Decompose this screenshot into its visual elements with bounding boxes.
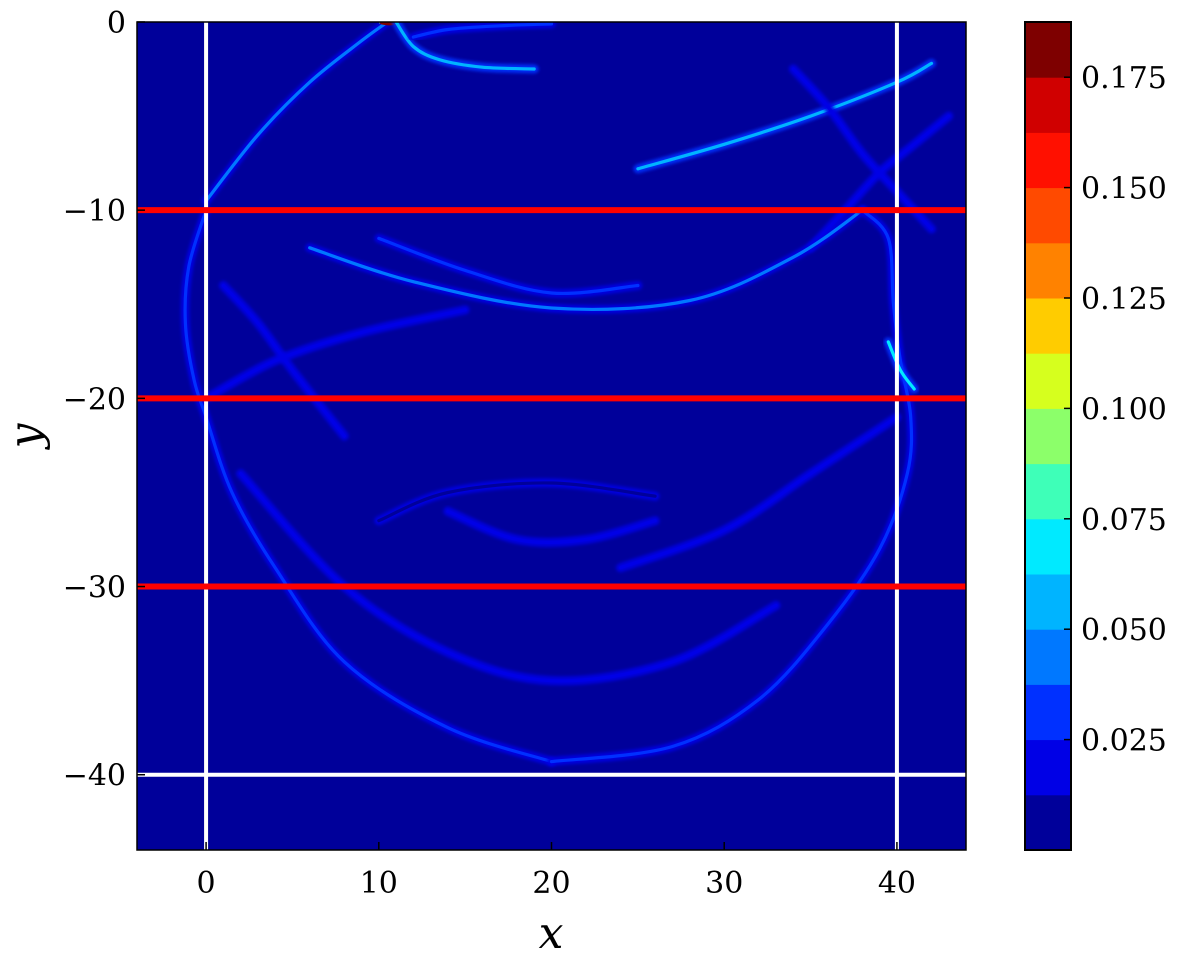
wavefront-diag-left — [201, 305, 470, 403]
colorbar-frame — [1024, 21, 1072, 851]
wavefront-left-upper-arc — [201, 22, 392, 206]
colorbar-band — [1025, 187, 1071, 244]
colorbar-band — [1025, 629, 1071, 685]
x-tick-label: 40 — [878, 866, 916, 901]
colorbar-band — [1025, 242, 1071, 299]
y-axis-ticks: 0 −10 −20 −30 −40 — [63, 6, 145, 794]
colorbar-band — [1025, 739, 1071, 796]
wavefront-core — [204, 22, 389, 203]
x-axis-ticks: 0 10 20 30 40 — [197, 842, 916, 901]
plot-area — [137, 22, 966, 850]
x-tick-label: 10 — [360, 866, 398, 901]
wavefront-lower-bowl — [236, 469, 781, 686]
wavefront-right-side-bright — [883, 337, 919, 394]
colorbar-tick-label: 0.150 — [1081, 172, 1167, 207]
wavefront-core — [308, 208, 864, 311]
colorbar-tick-label: 0.100 — [1081, 392, 1167, 427]
wavefront-core — [619, 415, 899, 570]
wavefront-right-cross-2 — [806, 111, 954, 253]
wavefront-core — [446, 509, 657, 545]
colorbar-tick-label: 0.175 — [1081, 61, 1167, 96]
y-tick-label: −10 — [63, 194, 126, 229]
colorbar-tick-label: 0.075 — [1081, 503, 1167, 538]
wavefront-layer — [180, 22, 954, 767]
x-tick-label: 30 — [705, 866, 743, 901]
wavefront-right-cross-1 — [788, 64, 936, 234]
wavefront-core — [791, 67, 934, 231]
colorbar-band — [1025, 298, 1071, 354]
colorbar-band — [1025, 22, 1071, 78]
colorbar-band — [1025, 794, 1071, 851]
wavefront-diag-lower-right — [616, 412, 902, 573]
wavefront-top-hyperbola-1 — [391, 22, 539, 74]
wavefront-deep-bowl — [443, 506, 660, 547]
colorbar-band — [1025, 353, 1071, 409]
x-tick-label: 0 — [197, 866, 216, 901]
y-tick-label: −40 — [63, 759, 126, 794]
colorbar-band — [1025, 463, 1071, 520]
colorbar-band — [1025, 408, 1071, 465]
colorbar: 0.025 0.050 0.075 0.100 0.125 0.150 0.175 — [1024, 21, 1167, 851]
colorbar-tick-label: 0.025 — [1081, 724, 1167, 759]
reference-lines — [137, 22, 966, 850]
wavefront-core — [411, 22, 554, 39]
wavefront-top-hyperbola-2 — [408, 22, 556, 42]
wavefront-core — [183, 208, 554, 764]
y-tick-label: −30 — [63, 571, 126, 606]
wavefront-core — [377, 236, 640, 296]
wavefront-core — [886, 340, 916, 391]
wavefront-mid-bowl-inner — [374, 233, 643, 298]
wavefront-core — [394, 22, 536, 71]
colorbar-bands — [1025, 22, 1071, 851]
colorbar-band — [1025, 574, 1071, 630]
wavefront-core — [377, 481, 657, 523]
y-tick-label: 0 — [107, 6, 126, 41]
x-axis-label: x — [539, 908, 564, 959]
colorbar-ticks: 0.025 0.050 0.075 0.100 0.125 0.150 0.175 — [1064, 61, 1167, 759]
colorbar-tick-label: 0.125 — [1081, 282, 1167, 317]
colorbar-tick-label: 0.050 — [1081, 613, 1167, 648]
wavefront-right-upper-arc — [633, 58, 936, 174]
heatmap-background — [137, 22, 966, 850]
colorbar-band — [1025, 132, 1071, 189]
y-axis-label: y — [0, 422, 51, 450]
x-tick-label: 20 — [532, 866, 570, 901]
wavefront-core — [221, 283, 346, 438]
wavefront-diag-left-cross — [218, 281, 349, 441]
colorbar-band — [1025, 518, 1071, 575]
wavefront-left-circle-side — [180, 205, 556, 767]
wavefront-core — [204, 308, 467, 400]
wavefront-core — [809, 114, 951, 250]
y-tick-label: −20 — [63, 382, 126, 417]
colorbar-band — [1025, 77, 1071, 133]
wavefront-core — [636, 61, 934, 171]
wavefront-lower-ghost-arc — [374, 478, 660, 526]
wavefront-core — [239, 472, 778, 683]
colorbar-band — [1025, 684, 1071, 741]
wavefront-mid-bowl-upper — [305, 205, 867, 314]
